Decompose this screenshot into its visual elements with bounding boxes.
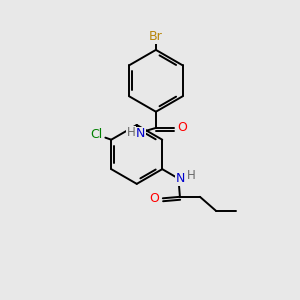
Text: H: H (127, 126, 136, 139)
Text: N: N (136, 127, 145, 140)
Text: H: H (186, 169, 195, 182)
Text: Br: Br (149, 30, 163, 43)
Text: Cl: Cl (90, 128, 102, 141)
Text: N: N (176, 172, 185, 185)
Text: O: O (178, 122, 187, 134)
Text: O: O (150, 192, 160, 205)
